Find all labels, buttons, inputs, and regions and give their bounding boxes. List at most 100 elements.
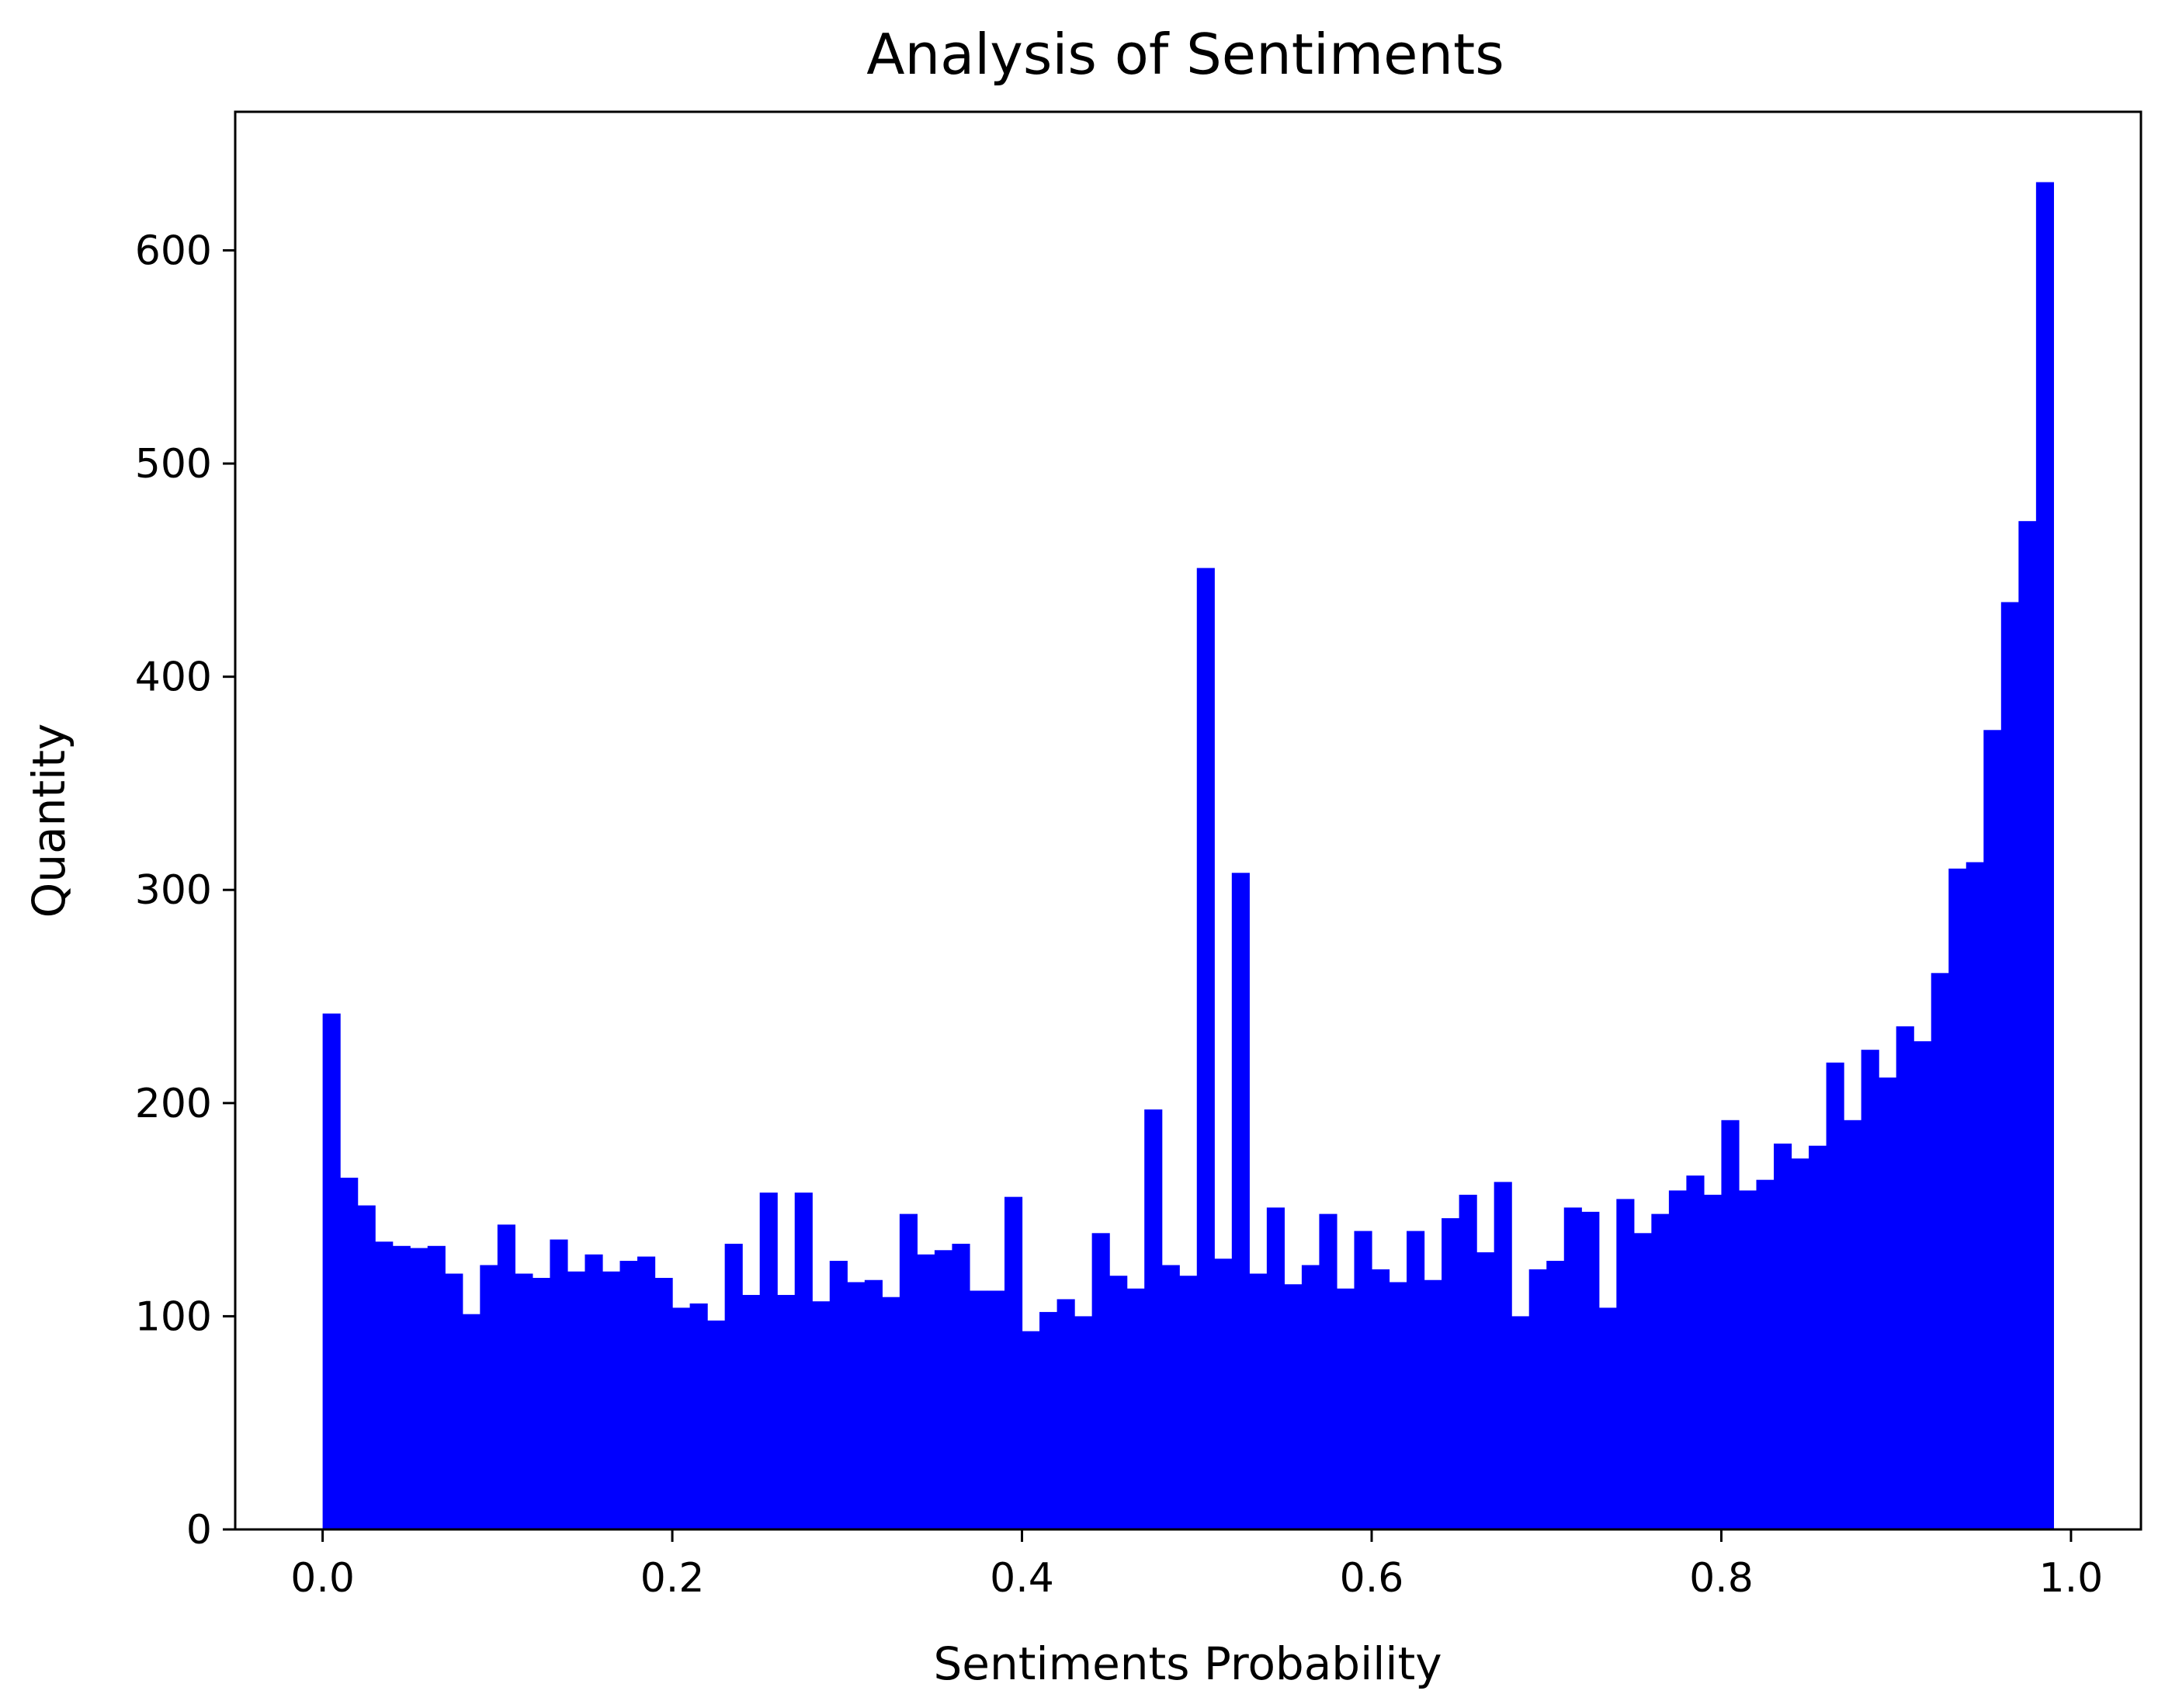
histogram-bar bbox=[1494, 1182, 1512, 1529]
histogram-bar bbox=[794, 1192, 813, 1529]
x-tick-label: 0.0 bbox=[290, 1555, 355, 1602]
histogram-bar bbox=[2035, 182, 2054, 1530]
histogram-bar bbox=[1546, 1261, 1565, 1529]
histogram-bar bbox=[1616, 1199, 1635, 1529]
histogram-bar bbox=[707, 1320, 726, 1529]
histogram-bar bbox=[1703, 1194, 1723, 1529]
histogram-bar bbox=[1179, 1276, 1198, 1529]
histogram-bar bbox=[1196, 568, 1215, 1530]
x-tick-label: 0.2 bbox=[640, 1555, 705, 1602]
histogram-bar bbox=[759, 1192, 778, 1529]
y-axis-label: Quantity bbox=[23, 724, 75, 918]
histogram-bar bbox=[1756, 1179, 1775, 1529]
histogram-bar bbox=[2018, 521, 2037, 1529]
histogram-bar bbox=[1266, 1207, 1285, 1529]
histogram-bar bbox=[1301, 1265, 1320, 1529]
histogram-bar bbox=[672, 1307, 691, 1529]
histogram-bar bbox=[410, 1248, 428, 1529]
histogram-bar bbox=[1476, 1252, 1495, 1529]
histogram-bar bbox=[1126, 1288, 1145, 1529]
histogram-bar bbox=[724, 1244, 743, 1529]
histogram-bar bbox=[1879, 1077, 1897, 1529]
histogram-bar bbox=[1407, 1231, 1425, 1529]
histogram-bar bbox=[1983, 730, 2002, 1529]
histogram-bar bbox=[1686, 1175, 1705, 1529]
histogram-bar bbox=[322, 1013, 341, 1529]
histogram-bar bbox=[1442, 1218, 1460, 1529]
histogram-bar bbox=[1091, 1233, 1110, 1529]
histogram-bar bbox=[532, 1277, 551, 1529]
bars-group bbox=[322, 182, 2054, 1530]
histogram-bar bbox=[1144, 1109, 1163, 1529]
histogram-bar bbox=[1004, 1196, 1023, 1529]
histogram-bar bbox=[969, 1290, 988, 1529]
histogram-bar bbox=[2000, 602, 2019, 1530]
histogram-bar bbox=[1948, 868, 1967, 1529]
histogram-bar bbox=[847, 1282, 866, 1529]
histogram-bar bbox=[585, 1254, 603, 1529]
y-tick-label: 400 bbox=[135, 654, 212, 701]
histogram-bar bbox=[1809, 1145, 1827, 1529]
y-tick-label: 200 bbox=[135, 1081, 212, 1127]
histogram-bar bbox=[619, 1261, 638, 1529]
histogram-bar bbox=[1161, 1265, 1180, 1529]
histogram-bar bbox=[445, 1273, 463, 1529]
histogram-bar bbox=[392, 1245, 411, 1529]
histogram-bar bbox=[1598, 1307, 1617, 1529]
histogram-bar bbox=[1109, 1276, 1128, 1529]
histogram-bar bbox=[882, 1297, 900, 1529]
histogram-bar bbox=[497, 1224, 515, 1529]
histogram-bar bbox=[1424, 1279, 1442, 1529]
histogram-bar bbox=[480, 1265, 498, 1529]
histogram-bar bbox=[1528, 1269, 1547, 1529]
y-tick-label: 600 bbox=[135, 227, 212, 274]
x-tick-label: 0.6 bbox=[1340, 1555, 1404, 1602]
histogram-bar bbox=[1738, 1190, 1757, 1529]
histogram-bar bbox=[1389, 1282, 1407, 1529]
histogram-bar bbox=[1056, 1299, 1075, 1529]
histogram-bar bbox=[829, 1261, 848, 1529]
histogram-bar bbox=[1844, 1120, 1862, 1529]
histogram-bar bbox=[1896, 1026, 1914, 1529]
histogram-bar bbox=[357, 1205, 376, 1529]
histogram-bar bbox=[1668, 1190, 1688, 1529]
histogram-bar bbox=[1284, 1284, 1303, 1529]
histogram-bar bbox=[462, 1314, 481, 1529]
plot-frame bbox=[234, 110, 2142, 1531]
histogram-bar bbox=[777, 1294, 796, 1529]
histogram-bar bbox=[1022, 1331, 1040, 1529]
chart-title: Analysis of Sentiments bbox=[866, 22, 1504, 87]
histogram-bar bbox=[1039, 1311, 1058, 1529]
histogram-bar bbox=[567, 1271, 586, 1529]
histogram-bar bbox=[1931, 973, 1949, 1529]
histogram-bar bbox=[550, 1239, 568, 1529]
histogram-bar bbox=[340, 1177, 359, 1529]
histogram-bar bbox=[515, 1273, 533, 1529]
histogram-bar bbox=[1651, 1213, 1670, 1529]
histogram-bar bbox=[1336, 1288, 1355, 1529]
histogram-bar bbox=[934, 1250, 953, 1529]
y-tick-label: 500 bbox=[135, 441, 212, 488]
histogram-bar bbox=[742, 1294, 761, 1529]
histogram-bar bbox=[1511, 1316, 1530, 1529]
histogram-bar bbox=[1633, 1233, 1652, 1529]
x-axis-label: Sentiments Probability bbox=[933, 1637, 1442, 1690]
x-tick-label: 0.4 bbox=[990, 1555, 1054, 1602]
histogram-bar bbox=[1354, 1231, 1372, 1529]
histogram-bar bbox=[1826, 1062, 1844, 1529]
histogram-bar bbox=[654, 1277, 673, 1529]
histogram-bar bbox=[917, 1254, 935, 1529]
histogram-bar bbox=[1581, 1211, 1600, 1529]
histogram-bar bbox=[1074, 1316, 1093, 1529]
histogram-bar bbox=[602, 1271, 621, 1529]
histogram-bar bbox=[812, 1301, 831, 1529]
x-tick-label: 0.8 bbox=[1689, 1555, 1754, 1602]
histogram-bar bbox=[1791, 1158, 1809, 1529]
histogram-bar bbox=[1249, 1273, 1268, 1529]
histogram-bar bbox=[427, 1245, 446, 1529]
histogram-bar bbox=[689, 1303, 708, 1529]
histogram-bar bbox=[1721, 1120, 1740, 1529]
histogram-bar bbox=[1214, 1258, 1233, 1529]
histogram-bar bbox=[1319, 1213, 1338, 1529]
